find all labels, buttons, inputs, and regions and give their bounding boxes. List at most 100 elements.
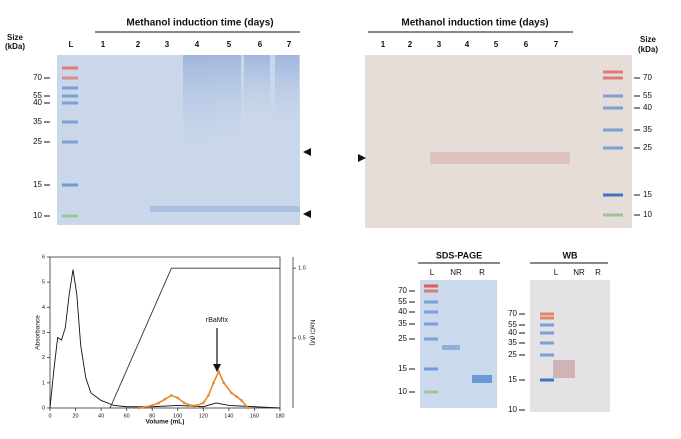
point xyxy=(150,404,154,407)
label: NR xyxy=(573,268,585,277)
smear xyxy=(275,55,299,135)
label: 35 xyxy=(508,338,517,347)
label: NR xyxy=(450,268,462,277)
label: L xyxy=(430,268,435,277)
label: 15 xyxy=(508,375,517,384)
point xyxy=(157,401,160,405)
ladder-band xyxy=(424,390,438,394)
label: 55 xyxy=(398,297,407,306)
label: R xyxy=(479,268,485,277)
smear xyxy=(183,55,213,160)
ladder-band xyxy=(603,193,623,197)
label: 55 xyxy=(33,91,42,100)
series-line xyxy=(139,369,249,409)
x-tick-label: 100 xyxy=(173,413,182,419)
label: 10 xyxy=(33,211,42,220)
label: 25 xyxy=(508,350,517,359)
label: 35 xyxy=(398,319,407,328)
ladder-band xyxy=(62,120,78,124)
x-tick-label: 20 xyxy=(72,413,78,419)
ladder-band xyxy=(424,337,438,341)
label: 2 xyxy=(408,40,413,49)
ladder-band xyxy=(424,367,438,371)
point xyxy=(230,391,233,395)
annotation: rBaMtx xyxy=(206,317,229,324)
point xyxy=(217,370,220,373)
ladder-band xyxy=(62,183,78,187)
point xyxy=(246,406,250,410)
ladder-band xyxy=(603,76,623,80)
label: 1 xyxy=(381,40,386,49)
point xyxy=(212,381,215,385)
sds-gel xyxy=(420,280,497,408)
ladder-band xyxy=(62,140,78,144)
label: SDS-PAGE xyxy=(436,250,482,260)
ladder-band xyxy=(603,128,623,132)
label: L xyxy=(554,268,559,277)
band xyxy=(442,345,460,350)
label: 6 xyxy=(258,40,263,49)
ladder-band xyxy=(424,300,438,304)
point xyxy=(240,399,243,402)
ladder-band xyxy=(540,316,554,320)
point xyxy=(138,406,141,410)
label: Size xyxy=(7,33,24,42)
point xyxy=(202,401,205,405)
label: 5 xyxy=(494,40,499,49)
ladder-band xyxy=(540,353,554,357)
point xyxy=(207,394,210,397)
label: 7 xyxy=(554,40,559,49)
ladder-band xyxy=(540,331,554,335)
label: 40 xyxy=(33,98,42,107)
ladder-band xyxy=(603,106,623,110)
label: 70 xyxy=(33,73,42,82)
ladder-band xyxy=(62,214,78,218)
ladder-band xyxy=(62,86,78,90)
arrowhead xyxy=(303,210,311,218)
label: 7 xyxy=(287,40,292,49)
label: 10 xyxy=(398,387,407,396)
label: R xyxy=(595,268,601,277)
y-tick-label: 4 xyxy=(42,305,45,311)
ladder-band xyxy=(62,66,78,70)
wb-gel xyxy=(530,280,610,412)
label: 25 xyxy=(643,143,652,152)
label: (kDa) xyxy=(5,42,25,51)
y-tick-label: 0 xyxy=(42,405,45,411)
label: 70 xyxy=(643,73,652,82)
y-tick-label: 1 xyxy=(42,380,45,386)
band xyxy=(150,206,300,212)
ladder-band xyxy=(62,101,78,105)
ladder-band xyxy=(424,289,438,293)
label: L xyxy=(69,40,74,49)
point xyxy=(235,395,238,398)
label: 10 xyxy=(643,210,652,219)
y2-axis-label: NaCl (M) xyxy=(308,320,315,346)
x-tick-label: 80 xyxy=(149,413,155,419)
label: Methanol induction time (days) xyxy=(126,18,273,29)
x-axis-label: Volume (mL) xyxy=(146,419,185,426)
label: 4 xyxy=(465,40,470,49)
y-tick-label: 3 xyxy=(42,330,45,336)
ladder-band xyxy=(540,323,554,327)
point xyxy=(189,404,192,407)
y-tick-label: 2 xyxy=(42,355,45,361)
label: 15 xyxy=(643,190,652,199)
band xyxy=(430,152,570,164)
label: 4 xyxy=(195,40,200,49)
x-tick-label: 120 xyxy=(199,413,208,419)
point xyxy=(182,401,186,405)
label: 55 xyxy=(643,91,652,100)
label: 15 xyxy=(33,180,42,189)
plot-frame xyxy=(49,256,281,409)
ladder-band xyxy=(62,76,78,80)
label: 35 xyxy=(33,117,42,126)
ladder-band xyxy=(424,284,438,288)
point xyxy=(195,404,199,407)
series-line xyxy=(49,269,281,409)
ladder-band xyxy=(603,146,623,150)
label: 3 xyxy=(165,40,170,49)
point xyxy=(176,396,180,400)
point xyxy=(163,397,167,401)
